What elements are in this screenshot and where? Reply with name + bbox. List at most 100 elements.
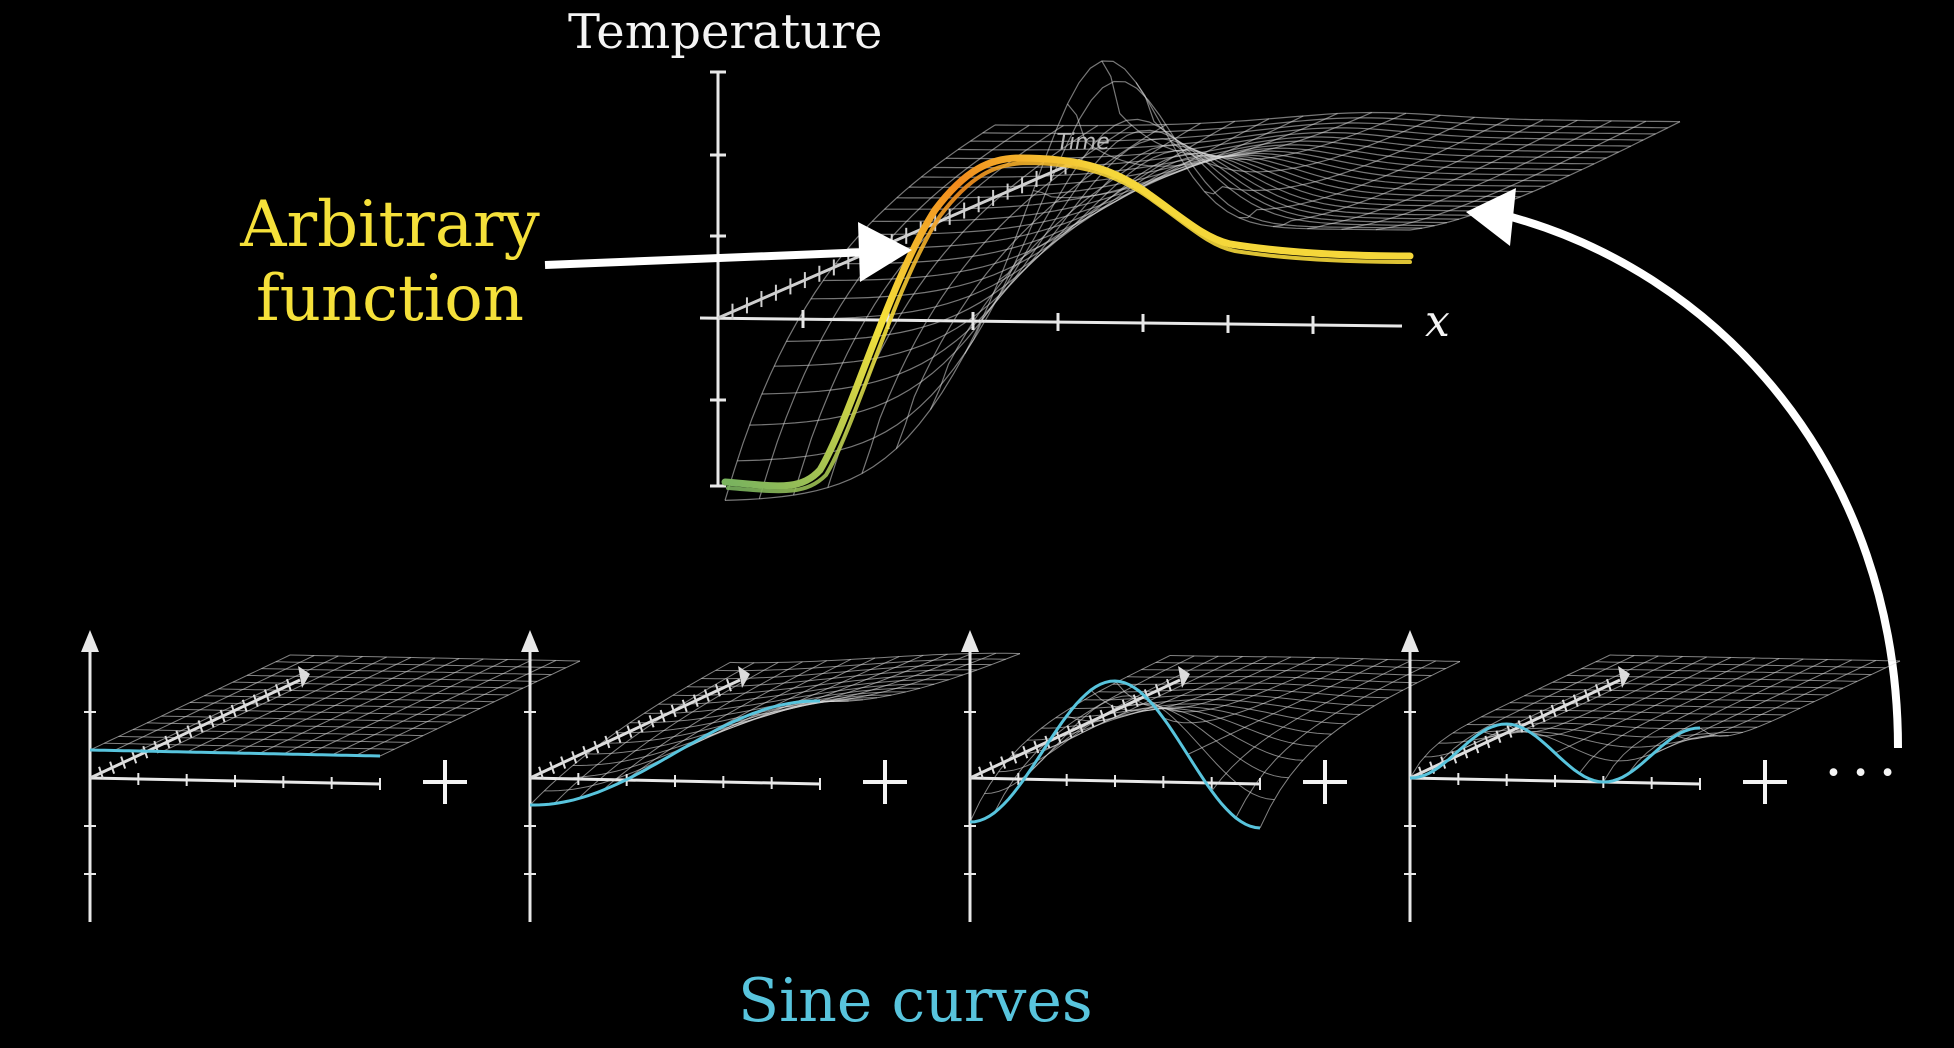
panel-surface-line [162,656,363,752]
panel-surface-line [1530,657,1732,737]
panel-surface-line [331,659,532,756]
surface-x-slice [1033,115,1304,199]
surface-x-slice [1204,116,1475,195]
panel-time-arrowhead [738,666,750,688]
panel-surface-line [771,653,972,708]
temperature-axis-label: Temperature [568,4,883,60]
panel-time-axis [529,678,741,780]
surface-x-slice [1067,103,1338,167]
arbitrary-function-curve-shadow [726,160,1412,494]
sine-curve [969,679,1261,830]
panel-surface-line [1482,656,1683,736]
panel-time-tick [648,714,655,728]
arbitrary-function-label: Arbitrary function [230,188,550,336]
panel-time-tick [626,725,633,738]
panel-surface-line [1675,660,1877,740]
x-axis-ticks [801,309,1315,334]
panel-surface-line [1433,655,1635,771]
surface-time-slice [737,80,1423,462]
panel-time-tick [1605,678,1612,692]
panel-time-tick [1550,704,1557,718]
panel-surface-line [626,660,827,780]
panel-time-tick [98,766,105,780]
panel-time-axis [969,678,1181,780]
panel-surface-line [819,653,1021,702]
panel-time-tick [120,756,127,769]
surface-x-slice [998,118,1270,281]
panel-time-tick [131,751,138,764]
plus-operator [863,760,907,804]
surface-x-slice [1307,119,1578,230]
panel-time-tick [659,709,666,723]
panel-time-tick [582,745,589,759]
panel-time-tick [263,689,270,702]
sine-panel-2 [521,630,1021,922]
surface-x-slice [1375,120,1647,231]
panel-time-tick [1451,751,1458,764]
plus-operator [1303,760,1347,804]
panel-surface-line [138,655,339,752]
panel-time-tick [989,761,996,775]
sine-panel-3 [961,630,1461,922]
panel-time-tick [604,735,611,749]
panel-y-axis-arrowhead [521,630,539,652]
panel-surface-line [998,703,1289,779]
surface-x-slice [861,124,1133,474]
panel-surface-line [602,661,803,791]
sine-panel-4 [1401,630,1901,922]
surface-x-slice [929,122,1201,410]
arbitrary-function-curve [721,154,1414,490]
panel-surface-line [307,659,508,755]
sine-panel-1 [81,630,581,922]
panel-surface-line [1602,658,1804,783]
surface-x-slice [1272,119,1544,228]
panel-surface-line [993,655,1195,814]
panel-surface-line [1578,658,1780,774]
panel-time-tick [549,761,556,775]
time-axis-label: Time [1053,130,1113,155]
panel-surface-line [1163,658,1364,724]
panel-surface-line [283,658,484,755]
sine-curve [1409,722,1701,784]
temperature-surface-wireframe [724,60,1681,501]
panel-surface-line [379,660,581,757]
arbitrary-function-line1: Arbitrary [240,188,540,262]
panel-time-tick [109,761,116,775]
panel-time-tick [241,699,248,713]
panel-surface-line [1259,661,1461,829]
panel-surface-line [1066,656,1267,722]
panel-surface-line [747,653,948,717]
panel-y-axis-arrowhead [1401,630,1419,652]
panel-surface-line [210,657,412,753]
panel-surface-line [1187,659,1388,755]
panel-time-tick [1000,756,1007,769]
panel-surface-line [89,654,291,751]
panel-surface-line [1458,655,1659,752]
panel-surface-line [529,661,731,806]
panel-time-tick [670,704,677,718]
panel-surface-line [1506,656,1707,733]
panel-y-axis-arrowhead [81,630,99,652]
panel-surface-line [577,661,779,799]
surface-x-slice [758,124,1030,499]
sine-curve [89,748,381,758]
panel-surface-line [1211,659,1412,792]
panel-surface-line [969,655,1171,823]
surface-x-slice [1101,60,1373,158]
panel-surface-line [723,654,924,727]
surface-x-slice [1409,121,1681,231]
panel-surface-line [113,655,315,751]
sine-curves-caption: Sine curves [738,966,1093,1036]
arbitrary-function-line2: function [256,262,524,336]
panel-surface-line [1651,659,1852,756]
temperature-axis-ticks [710,70,726,488]
sum-to-surface-arrow [1466,188,1902,749]
panel-surface-line [1017,655,1219,788]
panel-time-tick [978,766,985,780]
panel-time-tick [1011,751,1018,764]
surface-x-slice [1238,118,1510,219]
panel-surface-line [1627,659,1828,775]
panel-surface-line [234,657,436,754]
panel-time-tick [1022,745,1029,759]
